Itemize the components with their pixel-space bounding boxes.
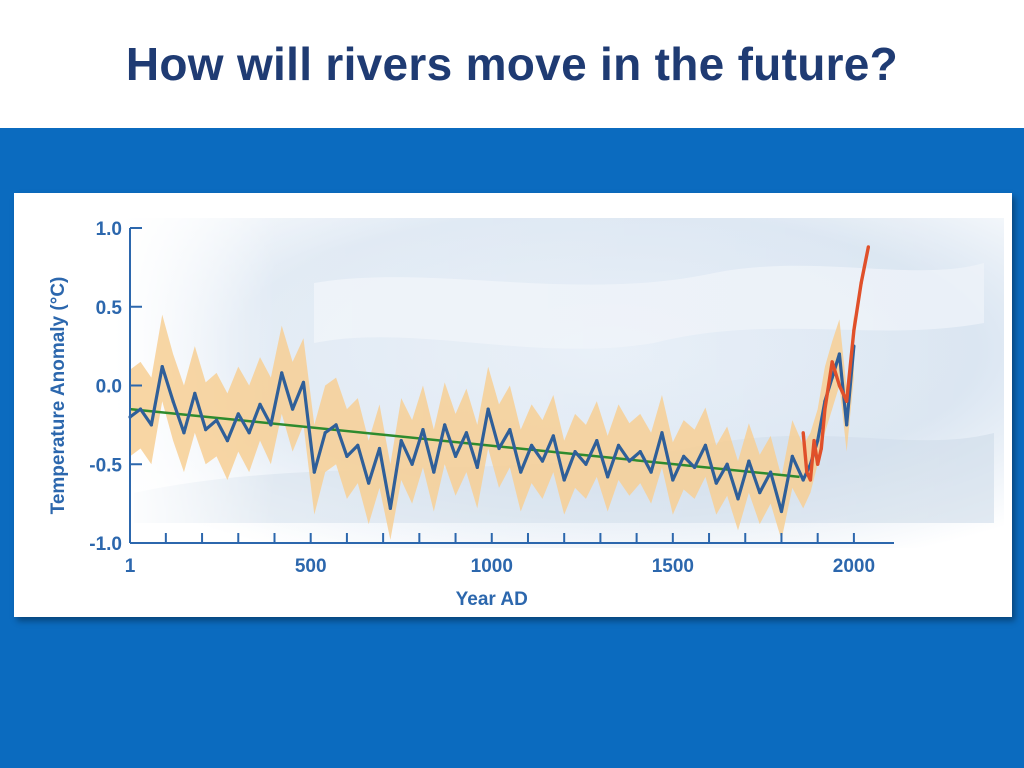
reconstruction-point (660, 431, 664, 435)
reconstruction-point (758, 491, 762, 495)
reconstruction-point (182, 431, 186, 435)
reconstruction-point (236, 412, 240, 416)
y-tick-label: -1.0 (89, 534, 122, 555)
chart-figure: 1.0 0.5 0.0 -0.5 -1.0 1 500 1000 1500 2000 Year AD… (14, 193, 1012, 617)
reconstruction-point (421, 428, 425, 432)
reconstruction-point (508, 428, 512, 432)
y-tick-label: 1.0 (96, 219, 122, 240)
reconstruction-layer (128, 344, 856, 514)
reconstruction-point (497, 446, 501, 451)
y-tick-label: 0.5 (96, 298, 123, 319)
reconstruction-point (562, 478, 566, 482)
reconstruction-point (627, 459, 631, 463)
reconstruction-point (312, 470, 316, 474)
reconstruction-point (616, 443, 621, 447)
reconstruction-point (160, 365, 164, 369)
reconstruction-point (453, 454, 458, 458)
reconstruction-point (519, 470, 523, 474)
instrumental-point (808, 478, 813, 482)
reconstruction-point (703, 443, 708, 447)
y-tick-label: 0.0 (96, 377, 122, 398)
y-axis-title: Temperature Anomaly (°C) (48, 277, 69, 515)
reconstruction-point (432, 470, 436, 474)
x-tick-label: 500 (295, 556, 327, 577)
reconstruction-point (682, 454, 686, 458)
reconstruction-point (225, 439, 230, 443)
y-tick-label: -0.5 (89, 455, 122, 476)
reconstruction-point (779, 509, 784, 514)
reconstruction-point (388, 506, 392, 510)
reconstruction-point (595, 439, 599, 443)
reconstruction-point (269, 423, 273, 427)
reconstruction-point (247, 431, 251, 435)
reconstruction-point (258, 402, 262, 406)
instrumental-point (859, 281, 863, 285)
x-tick-label: 1 (125, 556, 136, 577)
reconstruction-point (486, 407, 490, 411)
reconstruction-point (801, 478, 805, 482)
reconstruction-point (584, 462, 588, 466)
reconstruction-series-line (129, 345, 856, 514)
reconstruction-point (551, 434, 555, 438)
reconstruction-point (443, 423, 447, 427)
instrumental-point (823, 407, 827, 411)
reconstruction-point (138, 407, 143, 411)
instrumental-point (805, 470, 809, 474)
instrumental-point (816, 462, 820, 466)
reconstruction-point (356, 443, 360, 447)
reconstruction-point (736, 497, 740, 501)
axes-layer (129, 227, 894, 544)
reconstruction-point (747, 459, 751, 463)
reconstruction-point (367, 481, 371, 485)
instrumental-point (830, 360, 834, 364)
reconstruction-point (280, 371, 284, 375)
reconstruction-point (638, 450, 642, 454)
instrumental-point (819, 446, 823, 451)
reconstruction-point (540, 459, 545, 463)
instrumental-point (812, 439, 816, 443)
reconstruction-point (323, 431, 327, 435)
reconstruction-point (837, 352, 842, 356)
slide-title: How will rivers move in the future? (125, 38, 899, 90)
x-tick-label: 2000 (833, 556, 875, 577)
reconstruction-point (193, 391, 197, 395)
instrumental-point (866, 245, 870, 249)
reconstruction-point (790, 454, 794, 458)
instrumental-point (801, 431, 805, 435)
reconstruction-point (692, 465, 697, 469)
reconstruction-point (377, 446, 382, 451)
instrumental-point (852, 328, 856, 332)
reconstruction-point (573, 450, 577, 454)
reconstruction-point (464, 431, 469, 435)
reconstruction-point (714, 481, 718, 485)
reconstruction-point (725, 462, 729, 466)
reconstruction-point (845, 423, 849, 427)
x-tick-label: 1000 (471, 556, 513, 577)
reconstruction-point (769, 470, 773, 474)
x-axis-title: Year AD (456, 589, 528, 610)
reconstruction-point (475, 465, 479, 469)
instrumental-layer (801, 245, 871, 482)
reconstruction-point (301, 380, 306, 384)
instrumental-point (837, 383, 842, 388)
reconstruction-point (606, 475, 610, 479)
reconstruction-point (649, 470, 653, 474)
reconstruction-point (290, 407, 295, 411)
reconstruction-point (214, 418, 219, 422)
reconstruction-point (334, 423, 338, 427)
reconstruction-point (345, 454, 349, 458)
reconstruction-point (149, 423, 153, 427)
x-tick-label: 1500 (652, 556, 694, 577)
instrumental-point (845, 399, 849, 403)
reconstruction-point (410, 462, 414, 466)
reconstruction-point (529, 443, 534, 447)
reconstruction-point (671, 478, 675, 482)
reconstruction-point (816, 439, 820, 443)
reconstruction-point (399, 439, 403, 443)
reconstruction-point (204, 428, 208, 432)
reconstruction-point (171, 399, 175, 403)
